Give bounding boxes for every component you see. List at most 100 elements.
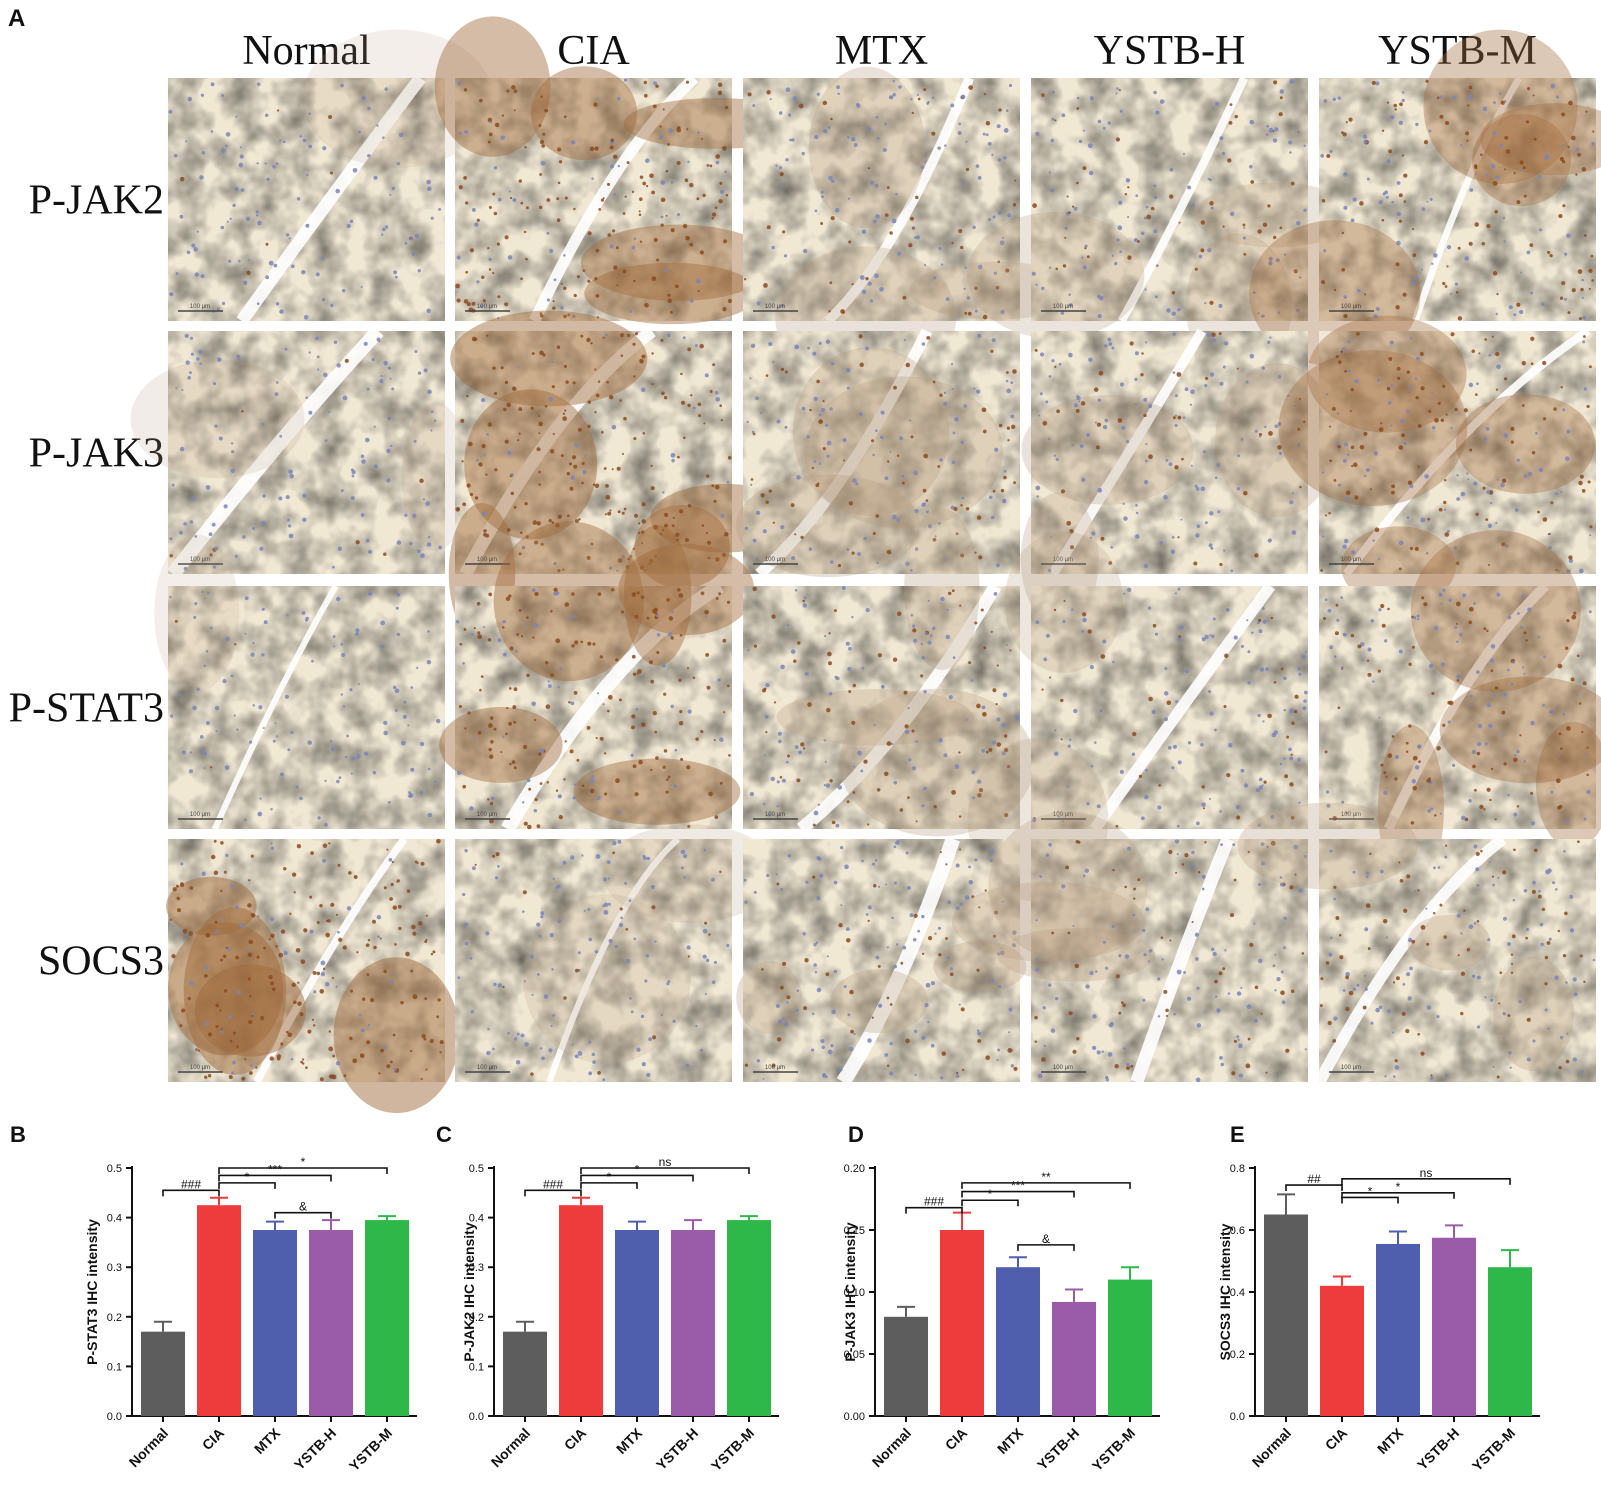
nucleus (250, 652, 255, 657)
nucleus (704, 615, 708, 618)
nucleus (1332, 97, 1336, 101)
nucleus (1353, 462, 1358, 468)
nucleus (433, 780, 437, 783)
scale-bar-label: 100 μm (1053, 557, 1073, 563)
nucleus (639, 565, 644, 570)
nucleus (540, 911, 545, 916)
nucleus (301, 270, 306, 275)
nucleus (957, 131, 962, 135)
nucleus (1325, 392, 1329, 396)
nucleus (773, 701, 777, 704)
x-tick-label: Normal (1249, 1425, 1294, 1470)
nucleus (933, 276, 937, 280)
nucleus (764, 714, 769, 719)
nucleus (842, 311, 845, 314)
nucleus (430, 216, 434, 220)
significance-label: ** (1041, 1170, 1051, 1184)
nucleus (875, 214, 880, 219)
nucleus (705, 958, 710, 963)
nucleus (714, 206, 718, 210)
nucleus (289, 912, 292, 915)
nucleus (1048, 375, 1052, 378)
nucleus (534, 623, 539, 628)
nucleus (867, 1038, 872, 1043)
nucleus (861, 666, 865, 670)
nucleus (1115, 974, 1120, 979)
nucleus (404, 241, 408, 245)
nucleus (1260, 861, 1266, 866)
nucleus (1051, 117, 1055, 121)
nucleus (639, 175, 644, 179)
nucleus (886, 186, 890, 189)
nucleus (719, 404, 723, 408)
nucleus (596, 97, 600, 100)
nucleus (1097, 119, 1102, 124)
nucleus (315, 272, 320, 277)
nucleus (1100, 654, 1106, 659)
nucleus (912, 624, 916, 628)
stained-region (735, 474, 921, 578)
nucleus (1474, 788, 1477, 792)
nucleus (1504, 100, 1507, 103)
nucleus (1591, 142, 1595, 146)
nucleus (592, 483, 596, 486)
nucleus (1391, 484, 1396, 489)
nucleus (483, 625, 486, 628)
nucleus (1320, 977, 1324, 981)
significance-bracket (1341, 1196, 1399, 1204)
nucleus (886, 460, 890, 463)
nucleus (848, 1046, 854, 1052)
nucleus (655, 612, 658, 615)
nucleus (1383, 771, 1387, 775)
nucleus (1230, 569, 1234, 572)
nucleus (631, 245, 636, 250)
nucleus (1405, 1029, 1410, 1034)
nucleus (211, 522, 216, 527)
nucleus (892, 79, 895, 83)
nucleus (1245, 380, 1249, 384)
nucleus (1566, 569, 1571, 574)
nucleus (1592, 958, 1596, 962)
nucleus (746, 420, 749, 424)
nucleus (635, 707, 639, 711)
nucleus (618, 810, 622, 814)
nucleus (1350, 445, 1355, 449)
nucleus (572, 314, 576, 318)
x-tick-label: YSTB-M (708, 1425, 757, 1474)
nucleus (502, 985, 505, 989)
nucleus (1048, 266, 1052, 269)
nucleus (1075, 408, 1080, 413)
nucleus (1567, 311, 1571, 315)
nucleus (363, 751, 369, 756)
nucleus (360, 513, 365, 517)
nucleus (1266, 124, 1269, 128)
nucleus (1126, 1063, 1130, 1067)
nucleus (380, 233, 384, 236)
nucleus (1405, 741, 1409, 745)
nucleus (1102, 639, 1107, 644)
nucleus (513, 109, 516, 112)
nucleus (335, 985, 338, 988)
nucleus (1205, 376, 1209, 380)
nucleus (1446, 265, 1449, 268)
nucleus (435, 718, 441, 724)
nucleus (1548, 545, 1552, 550)
nucleus (1356, 288, 1361, 293)
nucleus (456, 255, 461, 260)
nucleus (604, 792, 608, 796)
nucleus (247, 903, 252, 908)
nucleus (223, 504, 228, 509)
nucleus (323, 372, 328, 378)
nucleus (1477, 742, 1482, 747)
nucleus (747, 92, 752, 97)
nucleus (707, 556, 711, 560)
nucleus (668, 616, 674, 621)
nucleus (1061, 884, 1066, 889)
nucleus (319, 988, 325, 994)
nucleus (582, 469, 587, 475)
nucleus (283, 867, 287, 871)
y-tick-label: 0.5 (107, 1163, 122, 1175)
nucleus (1219, 810, 1222, 813)
nucleus (248, 740, 253, 744)
nucleus (715, 557, 720, 562)
